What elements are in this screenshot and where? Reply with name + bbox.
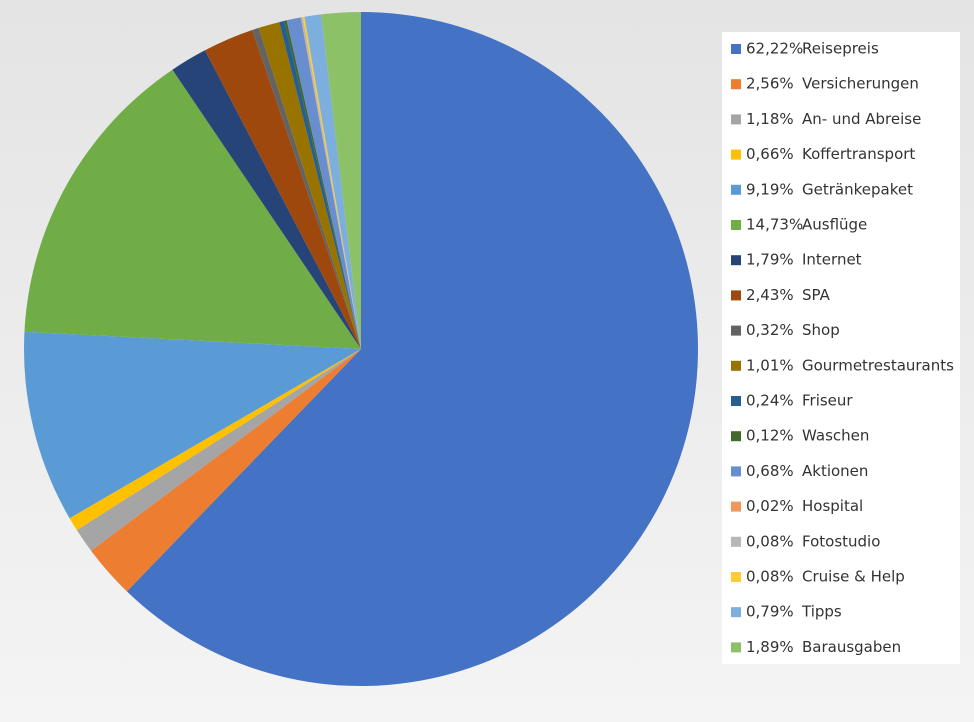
legend-swatch — [731, 184, 741, 195]
pie-slice — [304, 14, 361, 350]
pie-slice — [284, 20, 361, 350]
pie-slice — [172, 50, 361, 349]
legend-swatch — [731, 290, 741, 301]
pie-slice — [24, 69, 362, 349]
pie-slice — [204, 30, 361, 349]
legend-value: 0,79% — [746, 603, 794, 621]
legend-label: Waschen — [802, 427, 869, 445]
legend-swatch — [731, 255, 741, 266]
pie-slice — [258, 22, 361, 350]
legend-value: 2,56% — [746, 75, 794, 93]
legend-value: 0,12% — [746, 427, 794, 445]
legend-value: 0,66% — [746, 145, 794, 163]
legend-swatch — [731, 642, 741, 653]
legend-label: Versicherungen — [802, 75, 919, 93]
legend-value: 14,73% — [746, 216, 803, 234]
legend-label: Hospital — [802, 497, 863, 515]
legend-value: 0,24% — [746, 392, 794, 410]
pie-slice — [23, 331, 361, 519]
legend-label: Friseur — [802, 392, 853, 410]
legend-value: 1,18% — [746, 110, 794, 128]
legend-swatch — [731, 360, 741, 371]
legend-label: Internet — [802, 251, 862, 269]
legend-swatch — [731, 536, 741, 547]
legend-value: 62,22% — [746, 40, 803, 58]
legend-swatch — [731, 607, 741, 618]
legend-value: 1,89% — [746, 638, 794, 656]
legend-swatch — [731, 431, 741, 442]
pie-slice — [76, 349, 362, 551]
legend-swatch — [731, 149, 741, 160]
legend-label: Gourmetrestaurants — [802, 356, 954, 374]
legend-label: Ausflüge — [802, 216, 867, 234]
legend-box — [722, 32, 960, 664]
legend-label: Barausgaben — [802, 638, 901, 656]
legend-swatch — [731, 466, 741, 477]
legend-swatch — [731, 114, 741, 125]
legend-value: 2,43% — [746, 286, 794, 304]
legend-swatch — [731, 220, 741, 230]
pie-slice — [300, 17, 361, 350]
legend-value: 0,08% — [746, 568, 794, 586]
legend-value: 1,79% — [746, 251, 794, 269]
legend-label: Fotostudio — [802, 532, 880, 550]
legend-value: 0,08% — [746, 532, 794, 550]
pie-slice — [252, 27, 361, 349]
legend-swatch — [731, 572, 741, 582]
pie-slice — [286, 17, 361, 350]
legend-label: Aktionen — [802, 462, 868, 480]
legend-value: 0,32% — [746, 321, 794, 339]
legend-label: Cruise & Help — [802, 568, 905, 586]
legend-swatch — [731, 396, 741, 406]
legend-value: 9,19% — [746, 180, 794, 198]
legend-swatch — [731, 44, 741, 54]
legend-swatch — [731, 325, 741, 336]
legend-swatch — [731, 79, 741, 90]
legend-value: 0,02% — [746, 497, 794, 515]
pie-slice — [126, 12, 699, 687]
pie-slice — [301, 17, 361, 350]
legend-label: An- und Abreise — [802, 110, 921, 128]
pie-slice — [279, 20, 361, 349]
pie-slice — [69, 349, 362, 531]
legend-label: Reisepreis — [802, 40, 879, 58]
legend-label: Shop — [802, 321, 840, 339]
legend-label: SPA — [802, 286, 831, 304]
legend-label: Getränkepaket — [802, 180, 913, 198]
pie-slice — [321, 12, 361, 349]
legend-value: 1,01% — [746, 356, 794, 374]
legend-swatch — [731, 501, 741, 512]
legend-label: Koffertransport — [802, 145, 915, 163]
legend-label: Tipps — [801, 603, 842, 621]
pie-slice — [302, 16, 361, 349]
legend-value: 0,68% — [746, 462, 794, 480]
pie-slice — [91, 349, 361, 592]
